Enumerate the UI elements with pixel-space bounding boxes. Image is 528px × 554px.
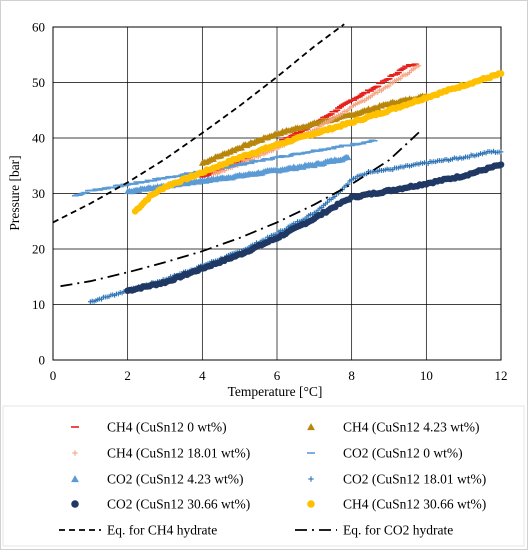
- data-point: [325, 199, 330, 205]
- series-line: [60, 131, 420, 288]
- legend-label: CH4 (CuSn12 18.01 wt%): [107, 446, 250, 461]
- legend-label: CO2 (CuSn12 0 wt%): [343, 446, 463, 461]
- legend-item: CH4 (CuSn12 30.66 wt%): [307, 497, 486, 512]
- legend-marker: [307, 423, 315, 431]
- data-point: [375, 89, 381, 95]
- series-line: [52, 23, 345, 224]
- legend-item: CO2 (CuSn12 30.66 wt%): [71, 497, 250, 512]
- series-layer: [52, 23, 505, 305]
- grid-lines: [52, 26, 502, 361]
- y-tick-label: 60: [32, 20, 45, 35]
- legend-frame: [2, 405, 525, 547]
- legend-item: CH4 (CuSn12 4.23 wt%): [307, 420, 480, 435]
- legend-marker: [71, 500, 79, 508]
- legend-label: CH4 (CuSn12 30.66 wt%): [343, 497, 486, 512]
- y-tick-label: 30: [32, 186, 45, 201]
- legend-marker: [71, 475, 79, 483]
- data-point: [332, 194, 338, 199]
- legend-label: CO2 (CuSn12 18.01 wt%): [343, 472, 486, 487]
- plot-area: [52, 26, 502, 361]
- legend-label: CH4 (CuSn12 0 wt%): [107, 420, 227, 435]
- x-tick-label: 6: [274, 368, 281, 383]
- legend-marker: [72, 450, 78, 456]
- legend: CH4 (CuSn12 0 wt%) CH4 (CuSn12 4.23 wt%) C…: [59, 420, 486, 538]
- data-point: [497, 161, 505, 168]
- axis-tick-labels: 0 2 4 6 8 10 12 0 10 20 30 40 50 60: [32, 20, 508, 384]
- legend-label: Eq. for CH4 hydrate: [107, 523, 217, 538]
- y-tick-label: 50: [32, 75, 45, 90]
- series-8: [52, 23, 345, 224]
- x-tick-label: 8: [348, 368, 355, 383]
- series-6: [124, 161, 505, 294]
- legend-item: Eq. for CO2 hydrate: [295, 523, 453, 538]
- legend-label: CO2 (CuSn12 30.66 wt%): [107, 497, 250, 512]
- y-tick-label: 10: [32, 297, 45, 312]
- series-9: [60, 131, 420, 288]
- legend-label: Eq. for CO2 hydrate: [343, 523, 453, 538]
- data-point: [397, 76, 403, 82]
- y-tick-label: 20: [32, 242, 45, 257]
- data-point: [497, 70, 505, 77]
- legend-item: CH4 (CuSn12 0 wt%): [70, 420, 227, 435]
- series-7: [131, 70, 505, 215]
- legend-label: CH4 (CuSn12 4.23 wt%): [343, 420, 480, 435]
- legend-item: CO2 (CuSn12 4.23 wt%): [71, 472, 244, 487]
- legend-label: CO2 (CuSn12 4.23 wt%): [107, 472, 244, 487]
- y-tick-label: 0: [39, 353, 46, 368]
- x-tick-label: 10: [420, 368, 433, 383]
- legend-item: CH4 (CuSn12 18.01 wt%): [72, 446, 250, 461]
- plot-border: [52, 26, 502, 361]
- data-point: [498, 149, 504, 155]
- x-axis-title: Temperature [°C]: [228, 384, 323, 399]
- data-point: [416, 63, 422, 69]
- y-tick-label: 40: [32, 131, 45, 146]
- data-point: [344, 154, 352, 161]
- legend-marker: [308, 476, 314, 482]
- legend-item: CO2 (CuSn12 0 wt%): [306, 446, 463, 461]
- legend-marker: [307, 500, 315, 508]
- legend-item: Eq. for CH4 hydrate: [59, 523, 217, 538]
- legend-item: CO2 (CuSn12 18.01 wt%): [308, 472, 486, 487]
- data-point: [386, 83, 392, 89]
- x-tick-label: 12: [495, 368, 508, 383]
- x-tick-label: 2: [124, 368, 131, 383]
- x-tick-label: 4: [199, 368, 206, 383]
- y-axis-title: Pressure [bar]: [7, 155, 22, 230]
- x-tick-label: 0: [50, 368, 57, 383]
